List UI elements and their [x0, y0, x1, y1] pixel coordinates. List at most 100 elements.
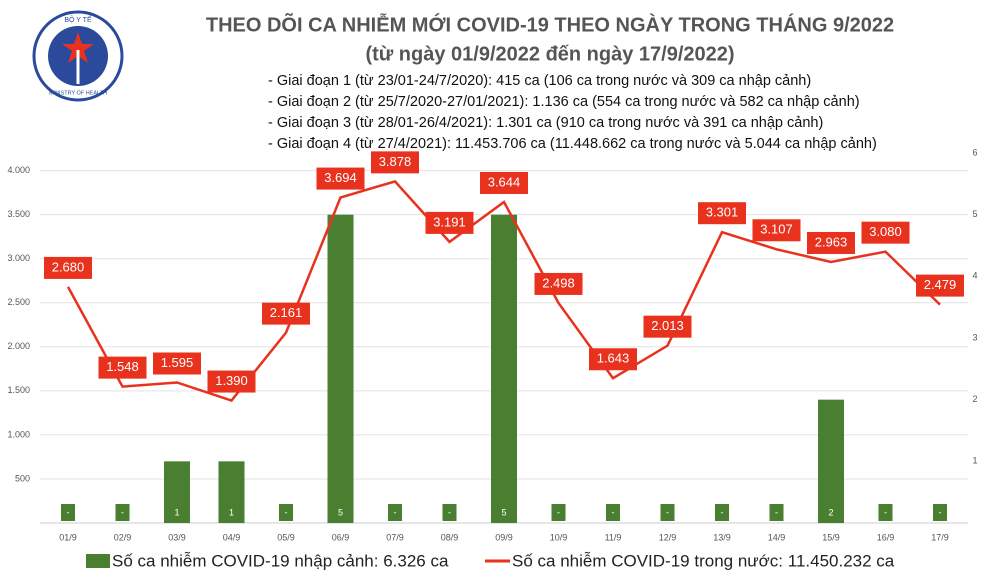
bar-label: - — [612, 507, 615, 517]
value-label-box — [698, 202, 746, 225]
y2-tick-label: 1 — [972, 456, 977, 466]
x-tick-label: 09/9 — [495, 532, 513, 542]
x-tick-label: 03/9 — [168, 532, 186, 542]
value-label: 3.107 — [760, 222, 793, 237]
bar-label-box — [61, 504, 75, 521]
bar-label-box — [388, 504, 402, 521]
value-label-box — [807, 231, 855, 254]
value-label-box — [534, 272, 583, 295]
value-label: 1.390 — [215, 373, 248, 388]
bar-label: - — [721, 507, 724, 517]
x-tick-label: 05/9 — [277, 532, 295, 542]
value-label: 2.498 — [542, 275, 575, 290]
bar — [491, 214, 517, 523]
value-label-box — [153, 352, 201, 375]
value-label-box — [752, 219, 801, 242]
bar-label-box — [224, 504, 239, 521]
y-tick-label: 1.000 — [7, 429, 30, 439]
x-tick-label: 13/9 — [713, 532, 731, 542]
bar-label: - — [939, 507, 942, 517]
value-label-box — [371, 151, 419, 174]
value-label-box — [916, 274, 964, 297]
bar-label: - — [285, 507, 288, 517]
bar-label-box — [715, 504, 729, 521]
bar-label: - — [884, 507, 887, 517]
value-label: 2.963 — [815, 234, 848, 249]
x-tick-label: 12/9 — [659, 532, 677, 542]
y-tick-label: 3.500 — [7, 209, 30, 219]
x-tick-label: 06/9 — [332, 532, 350, 542]
y-tick-label: 1.500 — [7, 385, 30, 395]
bar-label: - — [666, 507, 669, 517]
bar-label-box — [279, 504, 293, 521]
title: THEO DÕI CA NHIỄM MỚI COVID-19 THEO NGÀY… — [206, 12, 894, 36]
value-label-box — [861, 221, 910, 244]
y2-tick-label: 6 — [972, 147, 977, 157]
logo-bottom: MINISTRY OF HEALTH — [49, 90, 107, 96]
x-tick-label: 11/9 — [605, 532, 622, 542]
bar-label: 1 — [174, 507, 179, 517]
subtitle: (từ ngày 01/9/2022 đến ngày 17/9/2022) — [365, 43, 734, 65]
bar-label-box — [878, 504, 893, 521]
legend-label: Số ca nhiễm COVID-19 trong nước: 11.450.… — [512, 551, 895, 570]
bar-label: - — [448, 507, 451, 517]
bar-label: 5 — [338, 507, 343, 517]
y-tick-label: 500 — [15, 473, 30, 483]
note: - Giai đoạn 2 (từ 25/7/2020-27/01/2021):… — [268, 94, 860, 110]
x-tick-label: 02/9 — [114, 532, 132, 542]
x-tick-label: 15/9 — [822, 532, 840, 542]
bar-label: 2 — [828, 507, 833, 517]
value-label: 2.479 — [924, 277, 957, 292]
value-label-box — [480, 171, 528, 194]
value-label: 3.694 — [324, 170, 357, 185]
bar-label-box — [824, 504, 838, 521]
value-label-box — [316, 167, 365, 190]
value-label-box — [207, 370, 256, 393]
note: - Giai đoạn 4 (từ 27/4/2021): 11.453.706… — [268, 136, 877, 152]
x-tick-label: 16/9 — [877, 532, 895, 542]
legend-label: Số ca nhiễm COVID-19 nhập cảnh: 6.326 ca — [112, 551, 449, 570]
bar-label-box — [769, 504, 784, 521]
bar-label-box — [170, 504, 184, 521]
bar-label: 5 — [501, 507, 506, 517]
bar-label-box — [115, 504, 130, 521]
x-tick-label: 14/9 — [768, 532, 786, 542]
y-tick-label: 3.000 — [7, 253, 30, 263]
bar-label: - — [394, 507, 397, 517]
legend-swatch — [86, 554, 110, 568]
y2-tick-label: 4 — [972, 271, 977, 281]
logo: BỘ Y TẾ MINISTRY OF HEALTH — [32, 10, 124, 102]
y-tick-label: 4.000 — [7, 165, 30, 175]
logo-top: BỘ Y TẾ — [64, 14, 92, 24]
y2-tick-label: 2 — [972, 394, 977, 404]
bar-label-box — [333, 504, 348, 521]
value-label: 2.680 — [52, 259, 85, 274]
value-label: 3.878 — [379, 154, 412, 169]
bar-label-box — [551, 504, 566, 521]
y-tick-label: 2.000 — [7, 341, 30, 351]
y2-tick-label: 5 — [972, 209, 977, 219]
value-label: 2.013 — [651, 318, 684, 333]
value-label-box — [589, 348, 637, 371]
bar-label-box — [442, 504, 457, 521]
note: - Giai đoạn 1 (từ 23/01-24/7/2020): 415 … — [268, 73, 811, 89]
value-label-box — [98, 356, 147, 379]
y-tick-label: 2.500 — [7, 297, 30, 307]
bar — [327, 214, 354, 523]
bar-label-box — [933, 504, 947, 521]
bar-label-box — [606, 504, 620, 521]
x-tick-label: 08/9 — [441, 532, 459, 542]
value-label: 1.643 — [597, 351, 630, 366]
value-label: 3.301 — [706, 205, 739, 220]
x-tick-label: 01/9 — [59, 532, 77, 542]
value-label: 3.644 — [488, 174, 521, 189]
x-tick-label: 07/9 — [386, 532, 404, 542]
value-label-box — [262, 302, 310, 325]
value-label-box — [44, 256, 92, 279]
bar-label: - — [67, 507, 70, 517]
value-label: 3.080 — [869, 224, 902, 239]
bar-label: 1 — [229, 507, 234, 517]
logo-star — [62, 32, 94, 63]
bar-label: - — [557, 507, 560, 517]
